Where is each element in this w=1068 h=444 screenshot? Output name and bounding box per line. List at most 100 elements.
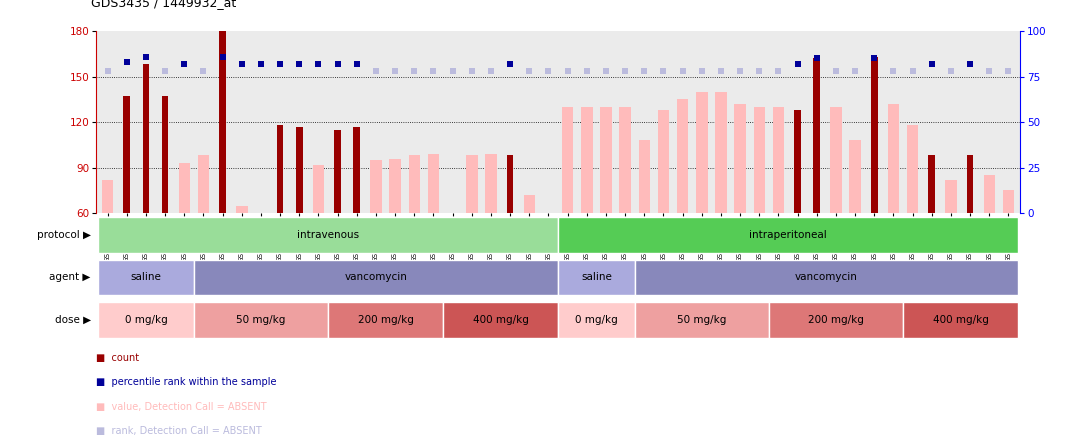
Bar (888, 104, 899, 213)
Bar (928, 155, 936, 213)
Bar (194, 302, 328, 338)
Text: vancomycin: vancomycin (345, 273, 407, 282)
Bar (313, 165, 325, 213)
Point (1000, 67, 1017, 75)
Text: ■  count: ■ count (96, 353, 139, 363)
Text: vancomycin: vancomycin (795, 273, 858, 282)
Bar (907, 125, 918, 213)
Text: intravenous: intravenous (297, 230, 359, 240)
Bar (769, 302, 904, 338)
Text: saline: saline (581, 273, 612, 282)
Bar (427, 154, 439, 213)
Bar (143, 64, 150, 213)
Point (99, 67, 116, 75)
Bar (296, 127, 302, 213)
Point (828, 67, 845, 75)
Point (444, 67, 461, 75)
Bar (634, 302, 769, 338)
Bar (557, 302, 634, 338)
Text: 400 mg/kg: 400 mg/kg (932, 315, 989, 325)
Bar (371, 160, 381, 213)
Bar (485, 154, 497, 213)
Point (655, 67, 672, 75)
Text: ■  value, Detection Call = ABSENT: ■ value, Detection Call = ABSENT (96, 402, 267, 412)
Bar (945, 180, 957, 213)
Text: intraperitoneal: intraperitoneal (749, 230, 827, 240)
Text: 0 mg/kg: 0 mg/kg (575, 315, 617, 325)
Bar (1003, 190, 1015, 213)
Point (329, 60, 346, 67)
Point (674, 67, 691, 75)
Bar (219, 31, 226, 213)
Bar (795, 110, 801, 213)
Point (961, 60, 978, 67)
Bar (658, 110, 670, 213)
Bar (967, 155, 973, 213)
Bar (562, 107, 574, 213)
Point (310, 60, 327, 67)
Bar (124, 96, 130, 213)
Bar (390, 159, 400, 213)
Point (942, 67, 959, 75)
Text: protocol ▶: protocol ▶ (36, 230, 91, 240)
Point (559, 67, 576, 75)
Point (578, 67, 595, 75)
Bar (466, 155, 477, 213)
Bar (334, 130, 341, 213)
Bar (198, 155, 209, 213)
Point (635, 67, 653, 75)
Point (616, 67, 633, 75)
Bar (814, 59, 820, 213)
Point (770, 67, 787, 75)
Bar (354, 127, 360, 213)
Bar (735, 104, 745, 213)
Point (138, 53, 155, 60)
Point (597, 67, 614, 75)
Point (194, 67, 211, 75)
Point (980, 67, 998, 75)
Point (693, 67, 710, 75)
Point (905, 67, 922, 75)
Point (119, 59, 136, 66)
Bar (634, 259, 1018, 296)
Point (540, 67, 557, 75)
Point (252, 60, 269, 67)
Point (923, 60, 940, 67)
Bar (178, 163, 190, 213)
Point (464, 67, 481, 75)
Text: 0 mg/kg: 0 mg/kg (125, 315, 168, 325)
Bar (754, 107, 765, 213)
Bar (98, 259, 194, 296)
Bar (506, 155, 514, 213)
Point (808, 55, 826, 62)
Bar (557, 218, 1018, 253)
Point (214, 53, 231, 60)
Bar (696, 92, 707, 213)
Point (502, 60, 519, 67)
Bar (600, 107, 612, 213)
Text: 50 mg/kg: 50 mg/kg (677, 315, 726, 325)
Bar (236, 206, 248, 213)
Bar (161, 96, 169, 213)
Text: 200 mg/kg: 200 mg/kg (358, 315, 413, 325)
Bar (619, 107, 631, 213)
Bar (443, 302, 557, 338)
Point (387, 67, 404, 75)
Point (271, 60, 288, 67)
Point (176, 60, 193, 67)
Bar (557, 259, 634, 296)
Bar (194, 259, 557, 296)
Point (712, 67, 729, 75)
Text: 50 mg/kg: 50 mg/kg (236, 315, 285, 325)
Point (157, 67, 174, 75)
Point (885, 67, 902, 75)
Point (290, 60, 308, 67)
Point (406, 67, 423, 75)
Text: dose ▶: dose ▶ (54, 315, 91, 325)
Point (425, 67, 442, 75)
Bar (772, 107, 784, 213)
Bar (677, 99, 689, 213)
Text: agent ▶: agent ▶ (49, 273, 91, 282)
Point (751, 67, 768, 75)
Bar (98, 218, 557, 253)
